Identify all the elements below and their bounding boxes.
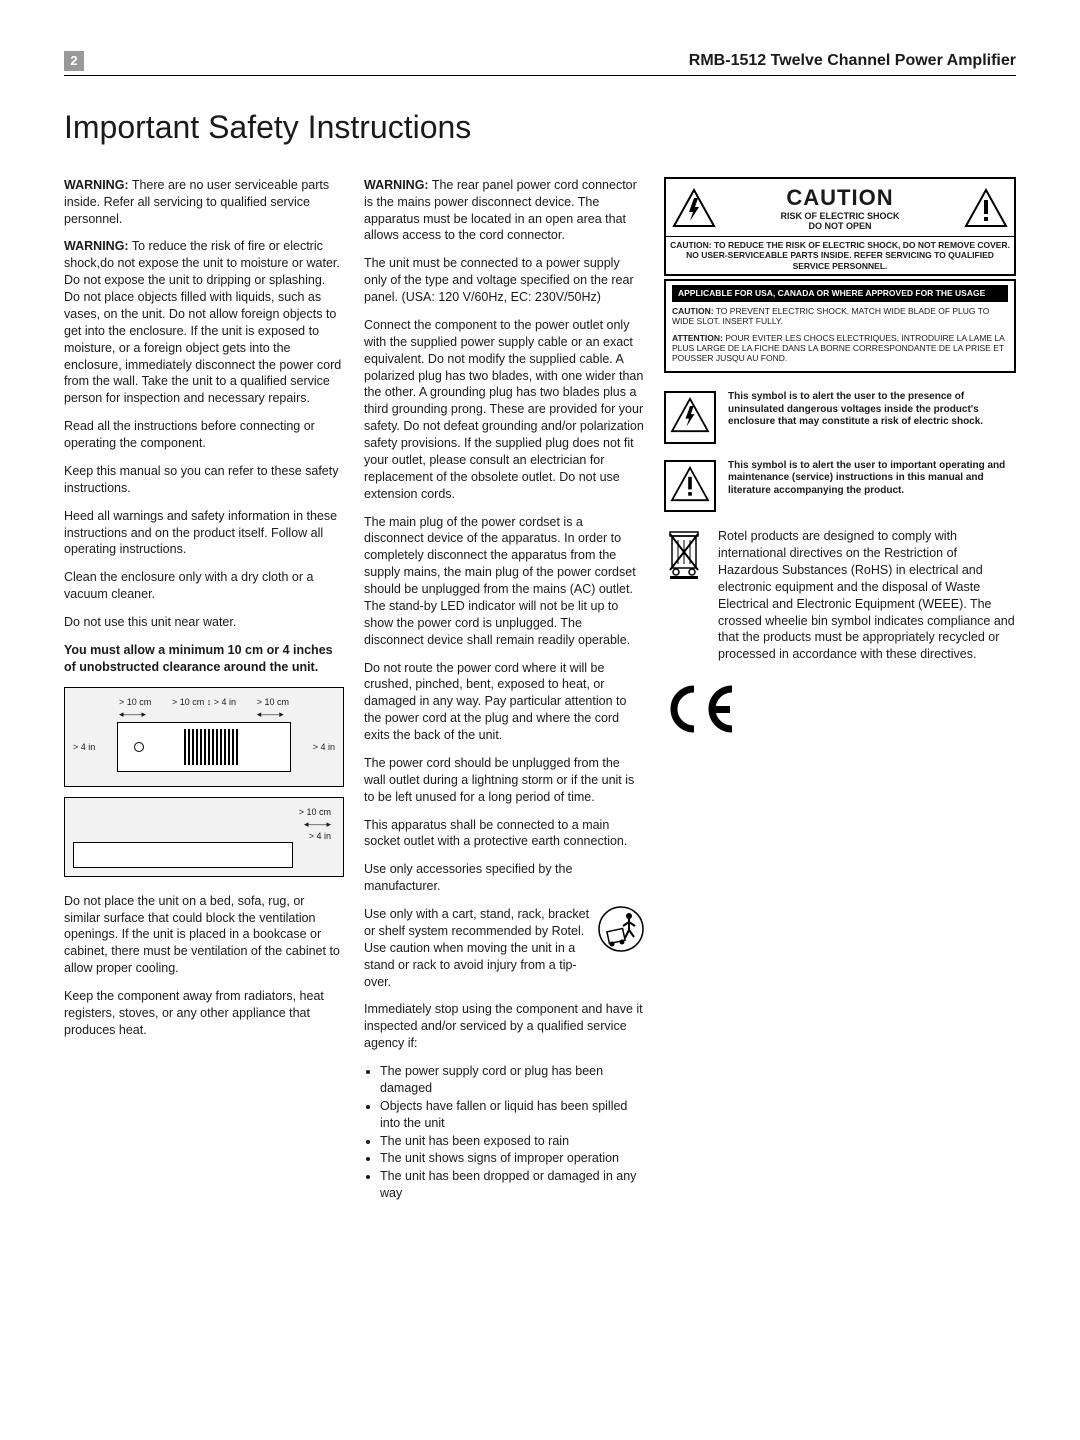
para-clean: Clean the enclosure only with a dry clot…: [64, 569, 344, 603]
caution-text: CAUTION: TO REDUCE THE RISK OF ELECTRIC …: [666, 237, 1014, 274]
excl-symbol-text: This symbol is to alert the user to impo…: [728, 460, 1016, 498]
service-list: The power supply cord or plug has been d…: [364, 1063, 644, 1202]
caution-word: CAUTION: [716, 183, 964, 213]
para-accessories: Use only accessories specified by the ma…: [364, 861, 644, 895]
exclamation-triangle-icon: [964, 188, 1008, 228]
para-route-cord: Do not route the power cord where it wil…: [364, 660, 644, 744]
para-heed-warnings: Heed all warnings and safety information…: [64, 508, 344, 559]
caution-sub2: DO NOT OPEN: [716, 222, 964, 232]
para-earth: This apparatus shall be connected to a m…: [364, 817, 644, 851]
rohs-row: Rotel products are designed to comply wi…: [664, 528, 1016, 663]
weee-bin-icon: [664, 528, 704, 585]
amp-front-icon: [117, 722, 291, 772]
page-number: 2: [64, 51, 84, 71]
symbol-excl-row: This symbol is to alert the user to impo…: [664, 460, 1016, 513]
column-1: WARNING: There are no user serviceable p…: [64, 177, 344, 1213]
para-disconnect: The main plug of the power cordset is a …: [364, 514, 644, 649]
warning-2: WARNING: To reduce the risk of fire or e…: [64, 238, 344, 407]
list-item: The unit has been dropped or damaged in …: [380, 1168, 644, 1202]
lightning-triangle-icon: [672, 188, 716, 228]
usage-notes-box: APPLICABLE FOR USA, CANADA OR WHERE APPR…: [664, 279, 1016, 373]
list-item: Objects have fallen or liquid has been s…: [380, 1098, 644, 1132]
cart-tipover-icon: [598, 906, 644, 957]
para-voltage: The unit must be connected to a power su…: [364, 255, 644, 306]
content-columns: WARNING: There are no user serviceable p…: [64, 177, 1016, 1213]
header-title: RMB-1512 Twelve Channel Power Amplifier: [689, 50, 1016, 72]
warning-3: WARNING: The rear panel power cord conne…: [364, 177, 644, 245]
list-item: The unit shows signs of improper operati…: [380, 1150, 644, 1167]
page-header: 2 RMB-1512 Twelve Channel Power Amplifie…: [64, 50, 1016, 76]
excl-symbol-icon: [664, 460, 716, 513]
bolt-symbol-icon: [664, 391, 716, 444]
para-ventilation: Do not place the unit on a bed, sofa, ru…: [64, 893, 344, 977]
symbol-bolt-row: This symbol is to alert the user to the …: [664, 391, 1016, 444]
para-connect: Connect the component to the power outle…: [364, 317, 644, 503]
para-clearance: You must allow a minimum 10 cm or 4 inch…: [64, 642, 344, 676]
amp-top-icon: [73, 842, 293, 868]
bolt-symbol-text: This symbol is to alert the user to the …: [728, 391, 1016, 429]
para-read-instructions: Read all the instructions before connect…: [64, 418, 344, 452]
plug-note-fr: ATTENTION: POUR EVITER LES CHOCS ELECTRI…: [672, 331, 1008, 368]
plug-note-en: CAUTION: TO PREVENT ELECTRIC SHOCK, MATC…: [672, 304, 1008, 330]
applicable-strip: APPLICABLE FOR USA, CANADA OR WHERE APPR…: [672, 285, 1008, 302]
caution-box: CAUTION RISK OF ELECTRIC SHOCK DO NOT OP…: [664, 177, 1016, 276]
para-unplug: The power cord should be unplugged from …: [364, 755, 644, 806]
para-service-intro: Immediately stop using the component and…: [364, 1001, 644, 1052]
main-heading: Important Safety Instructions: [64, 106, 1016, 149]
para-water: Do not use this unit near water.: [64, 614, 344, 631]
ce-mark-icon: [664, 681, 1016, 742]
column-3: CAUTION RISK OF ELECTRIC SHOCK DO NOT OP…: [664, 177, 1016, 1213]
list-item: The unit has been exposed to rain: [380, 1133, 644, 1150]
para-heat: Keep the component away from radiators, …: [64, 988, 344, 1039]
rohs-text: Rotel products are designed to comply wi…: [718, 528, 1016, 663]
column-2: WARNING: The rear panel power cord conne…: [364, 177, 644, 1213]
list-item: The power supply cord or plug has been d…: [380, 1063, 644, 1097]
clearance-diagram: > 10 cm◂——▸ > 10 cm ↕ > 4 in > 10 cm◂——▸…: [64, 687, 344, 877]
para-keep-manual: Keep this manual so you can refer to the…: [64, 463, 344, 497]
para-cart: Use only with a cart, stand, rack, brack…: [364, 906, 644, 990]
warning-1: WARNING: There are no user serviceable p…: [64, 177, 344, 228]
top-view: > 10 cm◂——▸> 4 in: [64, 797, 344, 877]
front-view: > 10 cm◂——▸ > 10 cm ↕ > 4 in > 10 cm◂——▸…: [64, 687, 344, 787]
